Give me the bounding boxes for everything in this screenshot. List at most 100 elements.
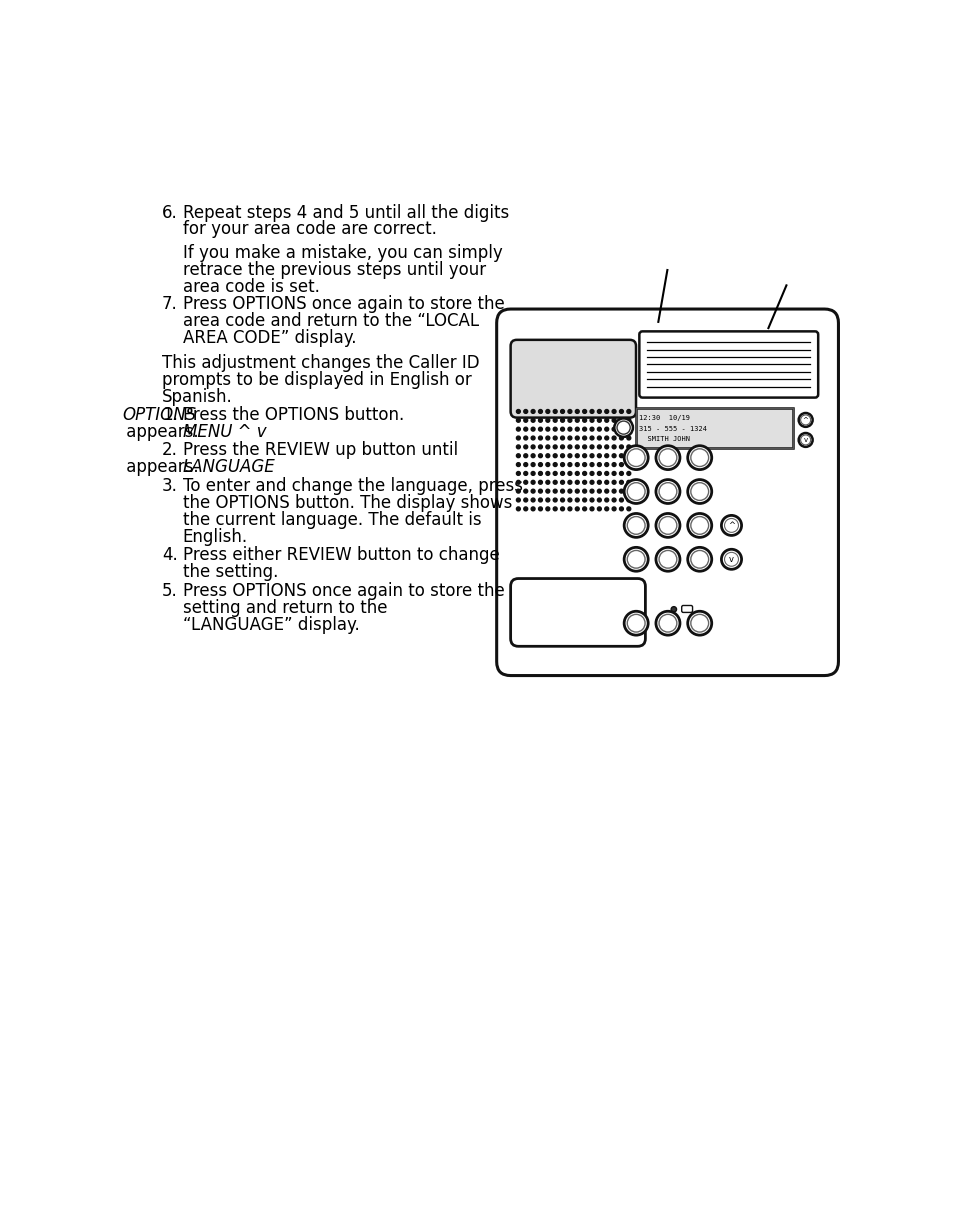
Circle shape [604, 436, 608, 440]
Circle shape [617, 422, 630, 434]
Circle shape [516, 445, 519, 448]
Circle shape [567, 498, 571, 502]
Circle shape [618, 463, 622, 467]
Circle shape [604, 498, 608, 502]
Circle shape [597, 480, 600, 485]
Circle shape [567, 463, 571, 467]
Circle shape [618, 507, 622, 510]
Text: v: v [802, 437, 807, 443]
Text: Press the REVIEW up button until: Press the REVIEW up button until [183, 441, 457, 459]
Circle shape [560, 498, 564, 502]
Circle shape [590, 463, 594, 467]
Circle shape [604, 453, 608, 458]
Circle shape [545, 480, 549, 485]
Circle shape [523, 453, 527, 458]
Circle shape [626, 463, 630, 467]
FancyBboxPatch shape [509, 654, 831, 671]
Circle shape [618, 498, 622, 502]
Circle shape [537, 445, 542, 448]
Circle shape [575, 471, 578, 475]
Circle shape [567, 418, 571, 423]
Circle shape [567, 480, 571, 485]
Circle shape [575, 418, 578, 423]
Circle shape [597, 418, 600, 423]
Circle shape [531, 445, 535, 448]
Circle shape [560, 418, 564, 423]
Text: This adjustment changes the Caller ID: This adjustment changes the Caller ID [162, 354, 479, 372]
Text: Press OPTIONS once again to store the: Press OPTIONS once again to store the [183, 295, 504, 313]
Circle shape [531, 463, 535, 467]
Circle shape [545, 409, 549, 413]
Circle shape [575, 428, 578, 431]
Circle shape [800, 435, 810, 445]
Text: If you make a mistake, you can simply: If you make a mistake, you can simply [183, 244, 502, 262]
Circle shape [582, 490, 586, 493]
Circle shape [590, 445, 594, 448]
Text: the OPTIONS button. The display shows: the OPTIONS button. The display shows [183, 493, 512, 512]
Circle shape [604, 507, 608, 510]
Text: appears.: appears. [121, 458, 199, 476]
Circle shape [516, 490, 519, 493]
Circle shape [690, 448, 708, 467]
Circle shape [560, 480, 564, 485]
Circle shape [687, 480, 711, 503]
Text: ^: ^ [801, 417, 808, 423]
Circle shape [523, 471, 527, 475]
Circle shape [627, 615, 644, 632]
Circle shape [553, 445, 557, 448]
Circle shape [604, 490, 608, 493]
Circle shape [523, 463, 527, 467]
Circle shape [720, 515, 740, 536]
Circle shape [516, 409, 519, 413]
Circle shape [516, 480, 519, 485]
Circle shape [545, 490, 549, 493]
Circle shape [567, 445, 571, 448]
Circle shape [537, 436, 542, 440]
Circle shape [582, 436, 586, 440]
Circle shape [553, 418, 557, 423]
Text: Press OPTIONS once again to store the: Press OPTIONS once again to store the [183, 582, 504, 600]
Circle shape [590, 409, 594, 413]
Text: 6.: 6. [162, 204, 177, 221]
Circle shape [553, 507, 557, 510]
FancyBboxPatch shape [636, 407, 792, 447]
Circle shape [553, 409, 557, 413]
Circle shape [553, 490, 557, 493]
Text: v: v [728, 555, 733, 564]
Text: Repeat steps 4 and 5 until all the digits: Repeat steps 4 and 5 until all the digit… [183, 204, 509, 221]
Circle shape [612, 428, 616, 431]
Circle shape [604, 418, 608, 423]
Circle shape [623, 514, 647, 537]
Circle shape [523, 445, 527, 448]
Text: SMITH JOHN: SMITH JOHN [639, 436, 690, 442]
Circle shape [659, 516, 676, 535]
Circle shape [537, 498, 542, 502]
Text: Spanish.: Spanish. [162, 388, 233, 406]
Circle shape [590, 507, 594, 510]
Circle shape [560, 436, 564, 440]
Circle shape [626, 445, 630, 448]
Circle shape [614, 418, 632, 437]
Circle shape [567, 428, 571, 431]
Circle shape [560, 453, 564, 458]
Circle shape [626, 498, 630, 502]
Circle shape [537, 463, 542, 467]
Circle shape [597, 507, 600, 510]
Circle shape [575, 453, 578, 458]
FancyBboxPatch shape [497, 309, 838, 676]
Circle shape [537, 418, 542, 423]
Circle shape [612, 445, 616, 448]
Circle shape [623, 446, 647, 469]
Circle shape [537, 507, 542, 510]
Circle shape [604, 480, 608, 485]
Circle shape [627, 448, 644, 467]
Circle shape [687, 446, 711, 469]
Circle shape [612, 409, 616, 413]
Circle shape [659, 550, 676, 569]
Circle shape [531, 428, 535, 431]
Circle shape [545, 463, 549, 467]
Circle shape [723, 519, 738, 532]
Circle shape [623, 547, 647, 571]
Circle shape [537, 428, 542, 431]
Circle shape [618, 436, 622, 440]
